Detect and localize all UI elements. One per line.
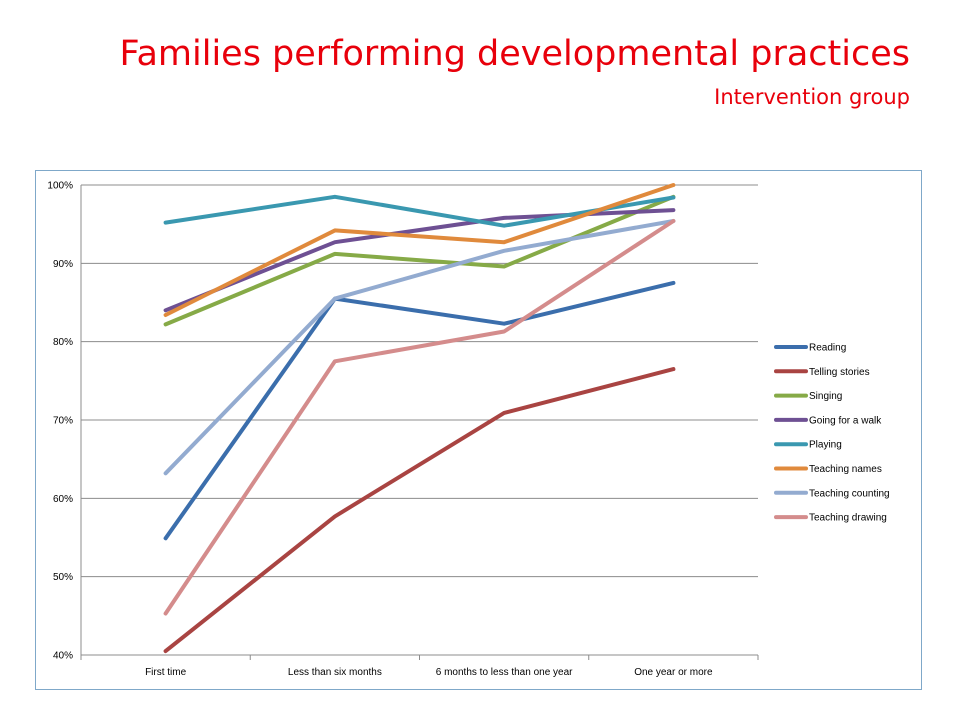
legend-label: Going for a walk — [809, 415, 882, 426]
series-line-singing — [163, 194, 676, 327]
y-tick-label: 80% — [53, 337, 73, 348]
y-tick-label: 100% — [47, 181, 73, 192]
slide-title: Families performing developmental practi… — [120, 30, 910, 112]
series-line-teaching-names — [163, 183, 676, 317]
x-tick-label: First time — [145, 667, 187, 678]
y-tick-label: 90% — [53, 259, 73, 270]
legend-label: Teaching drawing — [809, 513, 887, 524]
series-line-reading — [163, 280, 676, 541]
chart-subtitle: Intervention group — [714, 85, 910, 109]
series-line-telling-stories — [163, 367, 676, 654]
y-tick-label: 50% — [53, 572, 73, 583]
series-line-teaching-drawing — [163, 219, 676, 616]
line-chart: 40% 50% 60% 70% 80% 90% 100% First time Less tha… — [47, 181, 890, 679]
y-tick-label: 40% — [53, 651, 73, 662]
legend-label: Singing — [809, 391, 842, 402]
x-tick-label: 6 months to less than one year — [436, 667, 573, 678]
x-tick-label: One year or more — [634, 667, 713, 678]
y-tick-label: 60% — [53, 494, 73, 505]
legend-label: Teaching names — [809, 464, 882, 475]
chart-title: Families performing developmental practi… — [119, 34, 910, 74]
legend-label: Reading — [809, 343, 846, 354]
chart-frame: 40% 50% 60% 70% 80% 90% 100% First time Less tha… — [35, 170, 922, 690]
legend-label: Playing — [809, 440, 842, 451]
y-tick-label: 70% — [53, 416, 73, 427]
series-line-teaching-counting — [163, 219, 676, 476]
legend-label: Teaching counting — [809, 488, 890, 499]
x-tick-label: Less than six months — [288, 667, 382, 678]
legend-label: Telling stories — [809, 367, 870, 378]
